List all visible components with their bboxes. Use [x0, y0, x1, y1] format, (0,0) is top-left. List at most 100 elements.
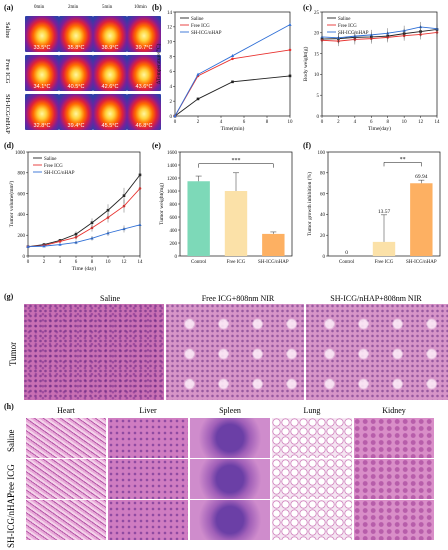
x-axis-label: Time(day)	[368, 125, 391, 132]
panel-h-histology: Heart Liver Spleen Lung Kidney Saline Fr…	[0, 400, 448, 550]
g-col-free-icg: Free ICG+808nm NIR	[201, 294, 275, 303]
y-axis-label: Tumor growth inhibition (%)	[306, 172, 313, 236]
heart-histology	[26, 459, 106, 499]
legend-label: Saline	[338, 17, 351, 22]
thermal-image: 39.7°C	[127, 16, 161, 52]
x-tick-label: 10	[106, 260, 112, 265]
data-point	[58, 240, 62, 243]
series-line	[27, 174, 141, 248]
panel-a-thermal-grid: 0min 2min 5min 10min Saline Free ICG SH-…	[0, 0, 161, 140]
significance-bracket	[383, 162, 422, 167]
g-row-tumor: Tumor	[8, 341, 18, 366]
y-axis-label: ΔTemperature(°C)	[155, 43, 162, 84]
y-tick-label: 5	[317, 94, 320, 99]
series-line	[27, 188, 141, 248]
x-tick-label: 12	[122, 260, 128, 265]
thermal-image: 38.9°C	[93, 16, 127, 52]
x-tick-label: 2	[43, 260, 46, 265]
panel-a-label: (a)	[4, 3, 14, 12]
thermal-temp-label: 39.7°C	[135, 45, 153, 51]
panel-h-label: (h)	[4, 402, 14, 411]
tumor-histology-saline	[24, 304, 164, 400]
legend-label: Free ICG	[338, 24, 357, 29]
y-axis-label: Tumor weight(mg)	[158, 183, 165, 225]
heart-histology	[26, 418, 106, 458]
chart-b-temperature: 0 2 4 6 8 10 0 2 4 6 8 10 12 14 Time(min) ΔTemperature(…	[155, 11, 294, 132]
legend-label: Free ICG	[44, 164, 63, 169]
y-tick-label: 0	[323, 255, 326, 260]
spleen-histology	[190, 459, 270, 499]
h-col-lung: Lung	[303, 406, 321, 415]
data-point	[196, 72, 200, 76]
time-header-0: 0min	[34, 5, 45, 10]
x-tick-label: 4	[220, 120, 223, 125]
data-point	[231, 80, 234, 84]
thermal-image: 40.5°C	[59, 55, 93, 91]
thermal-temp-label: 32.8°C	[33, 123, 51, 129]
x-tick-label: 10	[288, 120, 294, 125]
legend-label: SH-ICG/nHAP	[44, 171, 75, 176]
g-col-sh: SH-ICG/nHAP+808nm NIR	[330, 294, 422, 303]
y-tick-label: 600	[18, 192, 26, 197]
lung-histology	[272, 418, 352, 458]
y-tick-label: 15	[314, 52, 320, 57]
liver-histology	[108, 418, 188, 458]
panel-d-label: (d)	[4, 141, 14, 150]
x-axis-label: Time(min)	[221, 125, 245, 132]
h-row-sh: SH-ICG/nHAP	[6, 492, 16, 548]
h-col-liver: Liver	[139, 406, 157, 415]
y-tick-label: 20	[320, 234, 326, 239]
panel-b-label: (b)	[152, 3, 162, 12]
x-tick-label: 12	[418, 120, 424, 125]
x-tick-label: 4	[59, 260, 62, 265]
y-tick-label: 400	[18, 213, 26, 218]
time-header-1: 2min	[68, 5, 79, 10]
panel-f-label: (f)	[303, 141, 311, 150]
tumor-histology-free-icg	[166, 304, 304, 400]
y-tick-label: 2	[170, 100, 173, 105]
legend-label: Saline	[44, 157, 57, 162]
thermal-image: 33.5°C	[25, 16, 59, 52]
kidney-histology	[354, 459, 434, 499]
x-axis-label: Time (day)	[72, 265, 97, 272]
bar	[187, 181, 210, 256]
y-tick-label: 1000	[15, 151, 26, 156]
thermal-image: 35.8°C	[59, 16, 93, 52]
y-tick-label: 1000	[167, 190, 178, 195]
x-tick-label: 6	[243, 120, 246, 125]
x-tick-label: 14	[138, 260, 144, 265]
y-tick-label: 0	[317, 115, 320, 120]
legend-label: Saline	[191, 17, 204, 22]
plot-frame	[27, 151, 141, 257]
thermal-image: 43.6°C	[127, 55, 161, 91]
thermal-temp-label: 46.8°C	[135, 123, 153, 129]
x-tick-label: SH-ICG/nHAP	[406, 260, 437, 265]
y-axis-label: Body weight(g)	[302, 46, 309, 81]
time-header-2: 5min	[102, 5, 113, 10]
lung-histology	[272, 500, 352, 540]
y-axis-label: Tumor volume(mm³)	[8, 181, 15, 228]
y-tick-label: 20	[314, 32, 320, 37]
x-tick-label: 4	[354, 120, 357, 125]
x-tick-label: Control	[339, 260, 355, 265]
lung-histology	[272, 459, 352, 499]
heart-histology	[26, 500, 106, 540]
y-tick-label: 200	[170, 242, 178, 247]
y-tick-label: 6	[170, 70, 173, 75]
y-tick-label: 80	[320, 172, 326, 177]
y-tick-label: 200	[18, 234, 26, 239]
data-point	[58, 242, 62, 246]
y-tick-label: 0	[175, 255, 178, 260]
x-tick-label: 0	[174, 120, 177, 125]
y-tick-label: 1200	[167, 177, 178, 182]
x-tick-label: 2	[337, 120, 340, 125]
x-tick-label: 0	[321, 120, 324, 125]
data-point	[230, 54, 235, 58]
data-point	[26, 244, 30, 248]
series-line	[27, 224, 141, 248]
legend-label: SH-ICG/nHAP	[191, 31, 222, 36]
x-tick-label: 0	[27, 260, 30, 265]
x-tick-label: 6	[370, 120, 373, 125]
x-tick-label: 8	[266, 120, 269, 125]
thermal-image: 42.6°C	[93, 55, 127, 91]
